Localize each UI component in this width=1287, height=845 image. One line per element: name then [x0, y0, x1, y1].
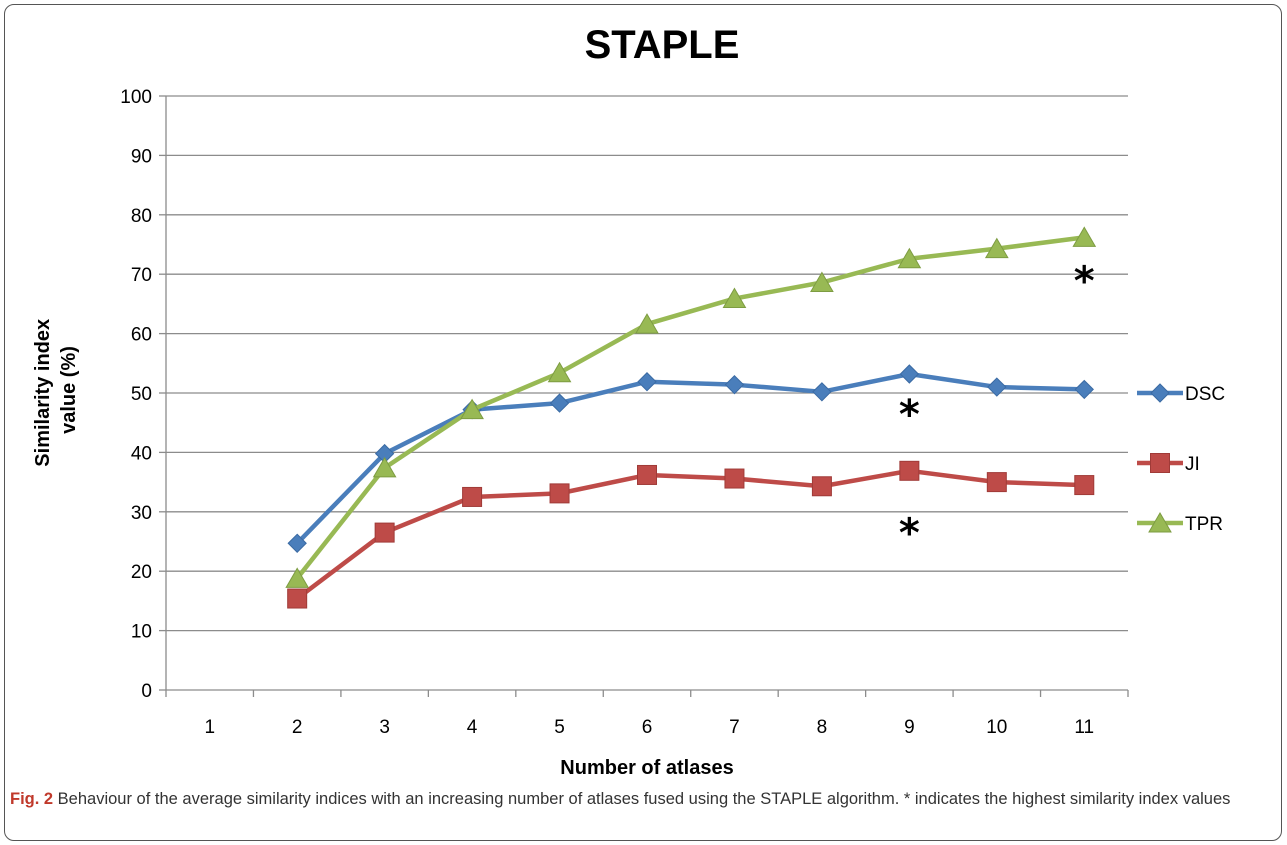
data-point-tpr: [897, 247, 922, 269]
y-tick-label: 90: [131, 146, 152, 167]
x-tick-label: 1: [204, 717, 215, 738]
series-ji: [287, 460, 1095, 609]
data-point-tpr: [460, 398, 484, 420]
data-point-tpr: [547, 361, 572, 383]
legend-marker-tpr: [1148, 512, 1172, 533]
legend-label-tpr: TPR: [1185, 514, 1223, 535]
data-point-tpr: [984, 237, 1009, 259]
figure-caption: Fig. 2 Behaviour of the average similari…: [10, 788, 1272, 810]
data-point-dsc: [987, 377, 1007, 397]
data-point-dsc: [899, 364, 920, 384]
y-axis-title-line2: value (%): [58, 346, 80, 434]
data-point-dsc: [287, 533, 307, 553]
x-tick-label: 10: [986, 717, 1007, 738]
data-point-ji: [637, 464, 657, 485]
chart-title: STAPLE: [585, 23, 740, 67]
caption-text: Behaviour of the average similarity indi…: [53, 790, 1231, 808]
x-tick-label: 8: [817, 717, 828, 738]
series-line-ji: [294, 468, 1087, 601]
data-point-tpr: [810, 271, 834, 293]
data-point-dsc: [549, 393, 570, 413]
series-line-tpr: [294, 235, 1087, 581]
x-tick-label: 6: [642, 717, 653, 738]
data-point-ji: [374, 522, 395, 543]
figure-frame: [4, 4, 1282, 841]
x-tick-label: 5: [554, 717, 565, 738]
data-point-dsc: [637, 372, 657, 392]
data-point-ji: [287, 588, 308, 609]
legend-marker-dsc: [1150, 383, 1170, 403]
y-tick-label: 80: [131, 206, 152, 227]
highlight-asterisk: *: [899, 392, 920, 438]
y-tick-label: 20: [131, 562, 152, 583]
data-point-ji: [986, 472, 1007, 493]
y-axis-ticks: 0 10 20 30 40 50 60 70 80 90 100: [120, 87, 166, 702]
highlight-asterisk: *: [1074, 258, 1095, 304]
data-point-ji: [549, 483, 570, 504]
x-axis-ticks: 1 2 3 4 5 6 7 8 9 10 11: [165, 690, 1129, 738]
x-tick-label: 4: [467, 717, 478, 738]
data-point-dsc: [724, 374, 745, 395]
series-line-dsc: [294, 371, 1087, 546]
data-point-ji: [1074, 475, 1095, 496]
series-tpr: [285, 226, 1097, 588]
legend: DSC JI TPR: [1137, 383, 1225, 535]
data-point-tpr: [372, 456, 397, 478]
x-tick-label: 9: [904, 717, 915, 738]
y-tick-label: 10: [131, 622, 152, 643]
annotations: * * *: [899, 258, 1095, 556]
data-point-tpr: [285, 567, 310, 588]
data-point-tpr: [722, 287, 747, 309]
x-tick-label: 2: [292, 717, 303, 738]
data-point-tpr: [1072, 226, 1097, 247]
y-tick-label: 100: [120, 87, 152, 108]
legend-label-ji: JI: [1185, 454, 1200, 475]
figure-label: Fig. 2: [10, 790, 54, 808]
y-tick-label: 0: [141, 681, 152, 702]
data-point-tpr: [635, 313, 659, 334]
x-axis-title: Number of atlases: [560, 757, 733, 779]
y-tick-label: 40: [131, 443, 152, 464]
data-point-ji: [811, 476, 832, 497]
legend-label-dsc: DSC: [1185, 384, 1225, 405]
data-point-ji: [462, 486, 483, 507]
y-axis-title-line1: Similarity index: [32, 319, 54, 467]
data-point-dsc: [812, 382, 832, 402]
x-tick-label: 7: [729, 717, 740, 738]
y-tick-label: 60: [131, 325, 152, 346]
series-group: [285, 226, 1097, 609]
y-tick-label: 50: [131, 384, 152, 405]
data-point-ji: [724, 468, 745, 489]
data-point-ji: [899, 460, 920, 481]
highlight-asterisk: *: [899, 511, 920, 557]
x-tick-label: 11: [1074, 717, 1094, 738]
legend-marker-ji: [1150, 453, 1170, 473]
y-axis-title: Similarity index value (%): [32, 313, 80, 466]
y-tick-label: 30: [131, 503, 152, 524]
data-point-dsc: [1074, 379, 1094, 400]
gridlines: [166, 95, 1128, 632]
y-tick-label: 70: [131, 265, 152, 286]
x-tick-label: 3: [379, 717, 390, 738]
series-dsc: [287, 364, 1094, 553]
